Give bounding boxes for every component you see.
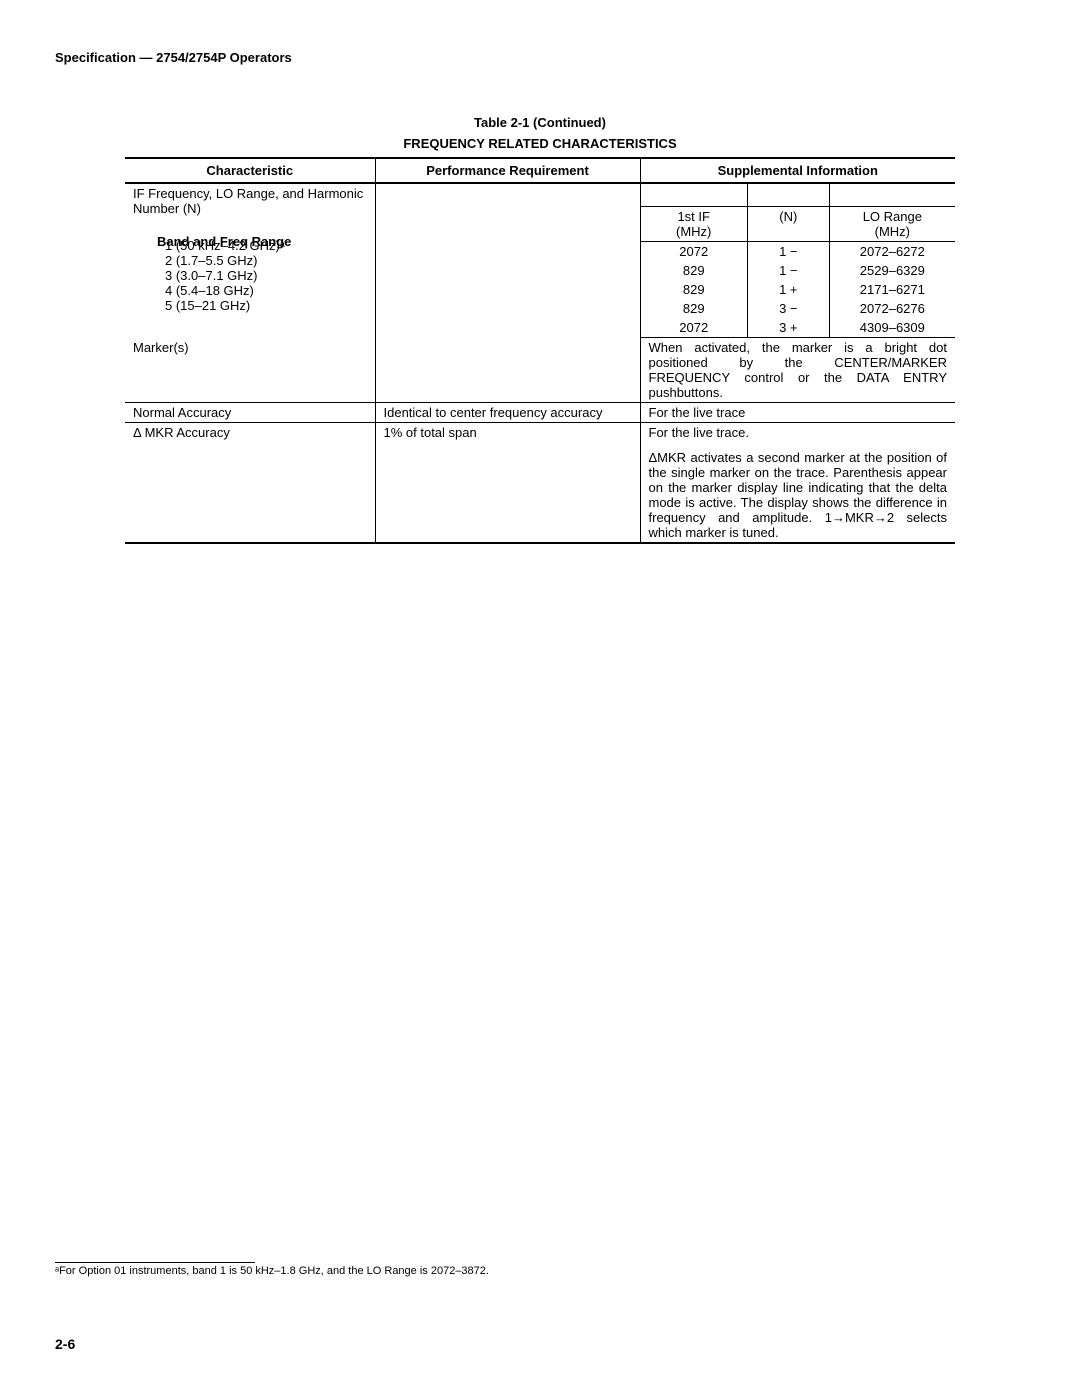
delta-sup2: ΔMKR activates a second marker at the po…	[649, 450, 948, 540]
band-row: 2072 3 + 4309–6309	[641, 318, 956, 337]
band-label: 4 (5.4–18 GHz)	[125, 283, 375, 298]
band-label: 1 (50 kHz–4.2 GHz)ᵃ	[125, 238, 375, 253]
col-performance: Performance Requirement	[375, 158, 640, 183]
normal-acc-sup: For the live trace	[640, 403, 955, 423]
footnote-block: ᵃFor Option 01 instruments, band 1 is 50…	[55, 1262, 489, 1277]
table-row: Marker(s) When activated, the marker is …	[125, 338, 955, 403]
sup-subheader-table: 1st IF(MHz) (N) LO Range(MHz)	[641, 184, 956, 242]
table-subtitle: FREQUENCY RELATED CHARACTERISTICS	[55, 136, 1025, 151]
col-characteristic: Characteristic	[125, 158, 375, 183]
table-row: Δ MKR Accuracy 1% of total span For the …	[125, 423, 955, 544]
normal-acc-req: Identical to center frequency accuracy	[375, 403, 640, 423]
subhead-lorange: LO Range(MHz)	[829, 207, 955, 242]
marker-sup: When activated, the marker is a bright d…	[640, 338, 955, 403]
delta-req: 1% of total span	[375, 423, 640, 544]
table-row: IF Frequency, LO Range, and Harmonic Num…	[125, 183, 955, 242]
footnote-rule	[55, 1262, 255, 1263]
band-data-table: 2072 1 − 2072–6272 829 1 − 2529–6329 829…	[641, 242, 956, 337]
normal-acc-label: Normal Accuracy	[125, 403, 375, 423]
subhead-1stif: 1st IF(MHz)	[641, 207, 748, 242]
footnote-text: ᵃFor Option 01 instruments, band 1 is 50…	[55, 1265, 489, 1277]
marker-label: Marker(s)	[125, 338, 375, 403]
if-section-label: IF Frequency, LO Range, and Harmonic Num…	[133, 186, 367, 216]
band-row: 829 1 + 2171–6271	[641, 280, 956, 299]
subhead-n: (N)	[747, 207, 829, 242]
band-label: 3 (3.0–7.1 GHz)	[125, 268, 375, 283]
page-header: Specification — 2754/2754P Operators	[55, 50, 1025, 65]
page-number: 2-6	[55, 1336, 75, 1352]
table-header-row: Characteristic Performance Requirement S…	[125, 158, 955, 183]
col-supplemental: Supplemental Information	[640, 158, 955, 183]
band-row: 829 3 − 2072–6276	[641, 299, 956, 318]
table-title: Table 2-1 (Continued)	[55, 115, 1025, 130]
delta-sup1: For the live trace.	[649, 425, 948, 440]
table-row: Normal Accuracy Identical to center freq…	[125, 403, 955, 423]
band-row: 2072 1 − 2072–6272	[641, 242, 956, 261]
band-row: 829 1 − 2529–6329	[641, 261, 956, 280]
delta-label: Δ MKR Accuracy	[125, 423, 375, 544]
band-label: 5 (15–21 GHz)	[125, 298, 375, 313]
band-label: 2 (1.7–5.5 GHz)	[125, 253, 375, 268]
spec-table-cont: Marker(s) When activated, the marker is …	[125, 338, 955, 544]
